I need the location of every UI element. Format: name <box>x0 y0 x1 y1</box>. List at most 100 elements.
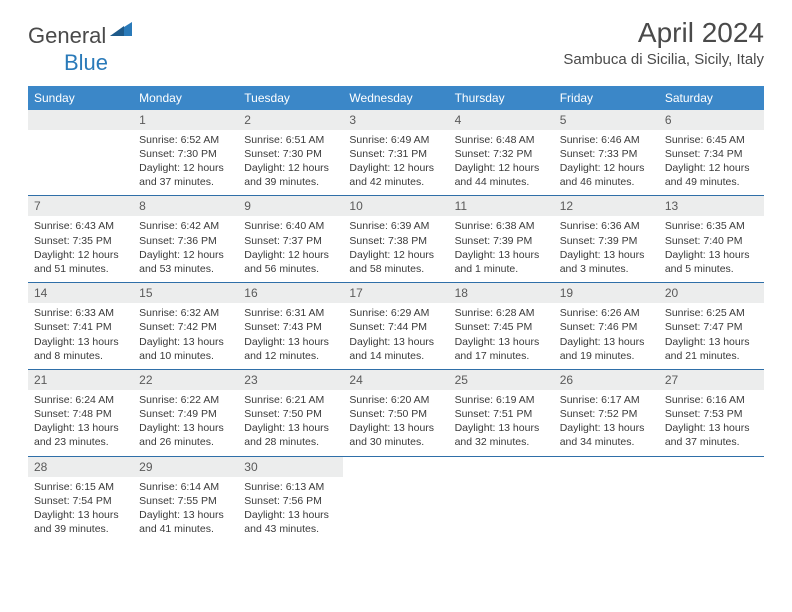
day-number-cell: 3 <box>343 110 448 130</box>
daylight-line: Daylight: 13 hours and 23 minutes. <box>34 422 119 448</box>
daylight-line: Daylight: 13 hours and 10 minutes. <box>139 336 224 362</box>
day-number-cell: 16 <box>238 283 343 304</box>
day-detail-cell: Sunrise: 6:46 AMSunset: 7:33 PMDaylight:… <box>554 130 659 196</box>
sunrise-line: Sunrise: 6:45 AM <box>665 134 745 146</box>
sunset-line: Sunset: 7:30 PM <box>244 148 322 160</box>
day-number-cell: 8 <box>133 196 238 217</box>
daylight-line: Daylight: 12 hours and 46 minutes. <box>560 162 645 188</box>
day-number-cell: 17 <box>343 283 448 304</box>
day-detail-cell: Sunrise: 6:29 AM Sunset: 7:44 PM Daylight:… <box>343 303 448 369</box>
day-number-cell: 5 <box>554 110 659 130</box>
day-number-cell <box>343 456 448 477</box>
day-number-cell: 30 <box>238 456 343 477</box>
daylight-line: Daylight: 13 hours and 37 minutes. <box>665 422 750 448</box>
day-detail-cell <box>28 130 133 196</box>
sunset-line: Sunset: 7:34 PM <box>665 148 743 160</box>
sunset-line: Sunset: 7:32 PM <box>455 148 533 160</box>
sunset-line: Sunset: 7:51 PM <box>455 408 533 420</box>
day-detail-cell: Sunrise: 6:25 AMSunset: 7:47 PMDaylight:… <box>659 303 764 369</box>
daylight-line: Daylight: 12 hours and 51 minutes. <box>34 249 119 275</box>
day-detail-cell <box>554 477 659 543</box>
sunset-line: Sunset: 7:41 PM <box>34 321 112 333</box>
day-detail-cell: Sunrise: 6:43 AMSunset: 7:35 PMDaylight:… <box>28 216 133 282</box>
sunrise-line: Sunrise: 6:51 AM <box>244 134 324 146</box>
daylight-line: Daylight: 13 hours and 5 minutes. <box>665 249 750 275</box>
day-detail-cell: Sunrise: 6:19 AMSunset: 7:51 PMDaylight:… <box>449 390 554 456</box>
daylight-line: Daylight: 12 hours and 56 minutes. <box>244 249 329 275</box>
sunrise-line: Sunrise: 6:15 AM <box>34 481 114 493</box>
sunset-line: Sunset: 7:31 PM <box>349 148 427 160</box>
daylight-line: Daylight: 13 hours and 14 minutes. <box>349 336 434 362</box>
daylight-line: Daylight: 13 hours and 17 minutes. <box>455 336 540 362</box>
sunset-line: Sunset: 7:44 PM <box>349 321 427 333</box>
weekday-header: Sunday <box>28 86 133 110</box>
day-number-cell: 1 <box>133 110 238 130</box>
day-detail-cell: Sunrise: 6:20 AMSunset: 7:50 PMDaylight:… <box>343 390 448 456</box>
day-number-cell: 19 <box>554 283 659 304</box>
sunrise-line: Sunrise: 6:32 AM <box>139 307 219 319</box>
daylight-line: Daylight: 13 hours and 28 minutes. <box>244 422 329 448</box>
sunrise-line: Sunrise: 6:19 AM <box>455 394 535 406</box>
day-number-row: 14151617181920 <box>28 283 764 304</box>
day-number-cell: 21 <box>28 369 133 390</box>
day-detail-cell: Sunrise: 6:39 AMSunset: 7:38 PMDaylight:… <box>343 216 448 282</box>
day-text-row: Sunrise: 6:15 AMSunset: 7:54 PMDaylight:… <box>28 477 764 543</box>
daylight-line: Daylight: 12 hours and 42 minutes. <box>349 162 434 188</box>
day-detail-cell: Sunrise: 6:35 AMSunset: 7:40 PMDaylight:… <box>659 216 764 282</box>
sunrise-line: Sunrise: 6:42 AM <box>139 220 219 232</box>
sunset-line: Sunset: 7:30 PM <box>139 148 217 160</box>
sunrise-line: Sunrise: 6:40 AM <box>244 220 324 232</box>
day-detail-cell: Sunrise: 6:49 AMSunset: 7:31 PMDaylight:… <box>343 130 448 196</box>
day-number-cell: 22 <box>133 369 238 390</box>
sunset-line: Sunset: 7:56 PM <box>244 495 322 507</box>
sunrise-line: Sunrise: 6:25 AM <box>665 307 745 319</box>
logo-text-1: General <box>28 23 106 49</box>
daylight-line: Daylight: 13 hours and 8 minutes. <box>34 336 119 362</box>
sunset-line: Sunset: 7:33 PM <box>560 148 638 160</box>
day-number-row: 282930 <box>28 456 764 477</box>
weekday-header: Saturday <box>659 86 764 110</box>
day-number-cell: 13 <box>659 196 764 217</box>
sunrise-line: Sunrise: 6:21 AM <box>244 394 324 406</box>
day-detail-cell: Sunrise: 6:40 AMSunset: 7:37 PMDaylight:… <box>238 216 343 282</box>
daylight-line: Daylight: 13 hours and 34 minutes. <box>560 422 645 448</box>
day-detail-cell: Sunrise: 6:21 AM Sunset: 7:50 PM Daylight:… <box>238 390 343 456</box>
weekday-header-row: Sunday Monday Tuesday Wednesday Thursday… <box>28 86 764 110</box>
daylight-line: Daylight: 13 hours and 21 minutes. <box>665 336 750 362</box>
day-number-cell: 25 <box>449 369 554 390</box>
daylight-line: Daylight: 13 hours and 19 minutes. <box>560 336 645 362</box>
sunrise-line: Sunrise: 6:29 AM <box>349 307 429 319</box>
day-detail-cell: Sunrise: 6:26 AMSunset: 7:46 PMDaylight:… <box>554 303 659 369</box>
logo-triangle-icon <box>110 22 132 41</box>
weekday-header: Friday <box>554 86 659 110</box>
sunset-line: Sunset: 7:48 PM <box>34 408 112 420</box>
sunset-line: Sunset: 7:40 PM <box>665 235 743 247</box>
day-detail-cell: Sunrise: 6:51 AMSunset: 7:30 PMDaylight:… <box>238 130 343 196</box>
sunset-line: Sunset: 7:55 PM <box>139 495 217 507</box>
day-text-row: Sunrise: 6:52 AMSunset: 7:30 PMDaylight:… <box>28 130 764 196</box>
sunset-line: Sunset: 7:50 PM <box>244 408 322 420</box>
sunset-line: Sunset: 7:36 PM <box>139 235 217 247</box>
weekday-header: Thursday <box>449 86 554 110</box>
sunrise-line: Sunrise: 6:33 AM <box>34 307 114 319</box>
day-detail-cell: Sunrise: 6:17 AMSunset: 7:52 PMDaylight:… <box>554 390 659 456</box>
month-title: April 2024 <box>563 18 764 49</box>
day-detail-cell: Sunrise: 6:28 AMSunset: 7:45 PMDaylight:… <box>449 303 554 369</box>
day-number-cell: 23 <box>238 369 343 390</box>
day-detail-cell: Sunrise: 6:13 AMSunset: 7:56 PMDaylight:… <box>238 477 343 543</box>
day-number-cell: 9 <box>238 196 343 217</box>
day-text-row: Sunrise: 6:33 AM Sunset: 7:41 PM Daylight:… <box>28 303 764 369</box>
daylight-line: Daylight: 13 hours and 1 minute. <box>455 249 540 275</box>
sunrise-line: Sunrise: 6:13 AM <box>244 481 324 493</box>
day-number-cell: 27 <box>659 369 764 390</box>
sunrise-line: Sunrise: 6:17 AM <box>560 394 640 406</box>
day-detail-cell: Sunrise: 6:31 AMSunset: 7:43 PMDaylight:… <box>238 303 343 369</box>
sunset-line: Sunset: 7:38 PM <box>349 235 427 247</box>
daylight-line: Daylight: 12 hours and 44 minutes. <box>455 162 540 188</box>
day-number-cell <box>554 456 659 477</box>
day-number-cell: 11 <box>449 196 554 217</box>
sunset-line: Sunset: 7:54 PM <box>34 495 112 507</box>
day-number-cell: 29 <box>133 456 238 477</box>
day-number-row: 78910111213 <box>28 196 764 217</box>
daylight-line: Daylight: 12 hours and 37 minutes. <box>139 162 224 188</box>
